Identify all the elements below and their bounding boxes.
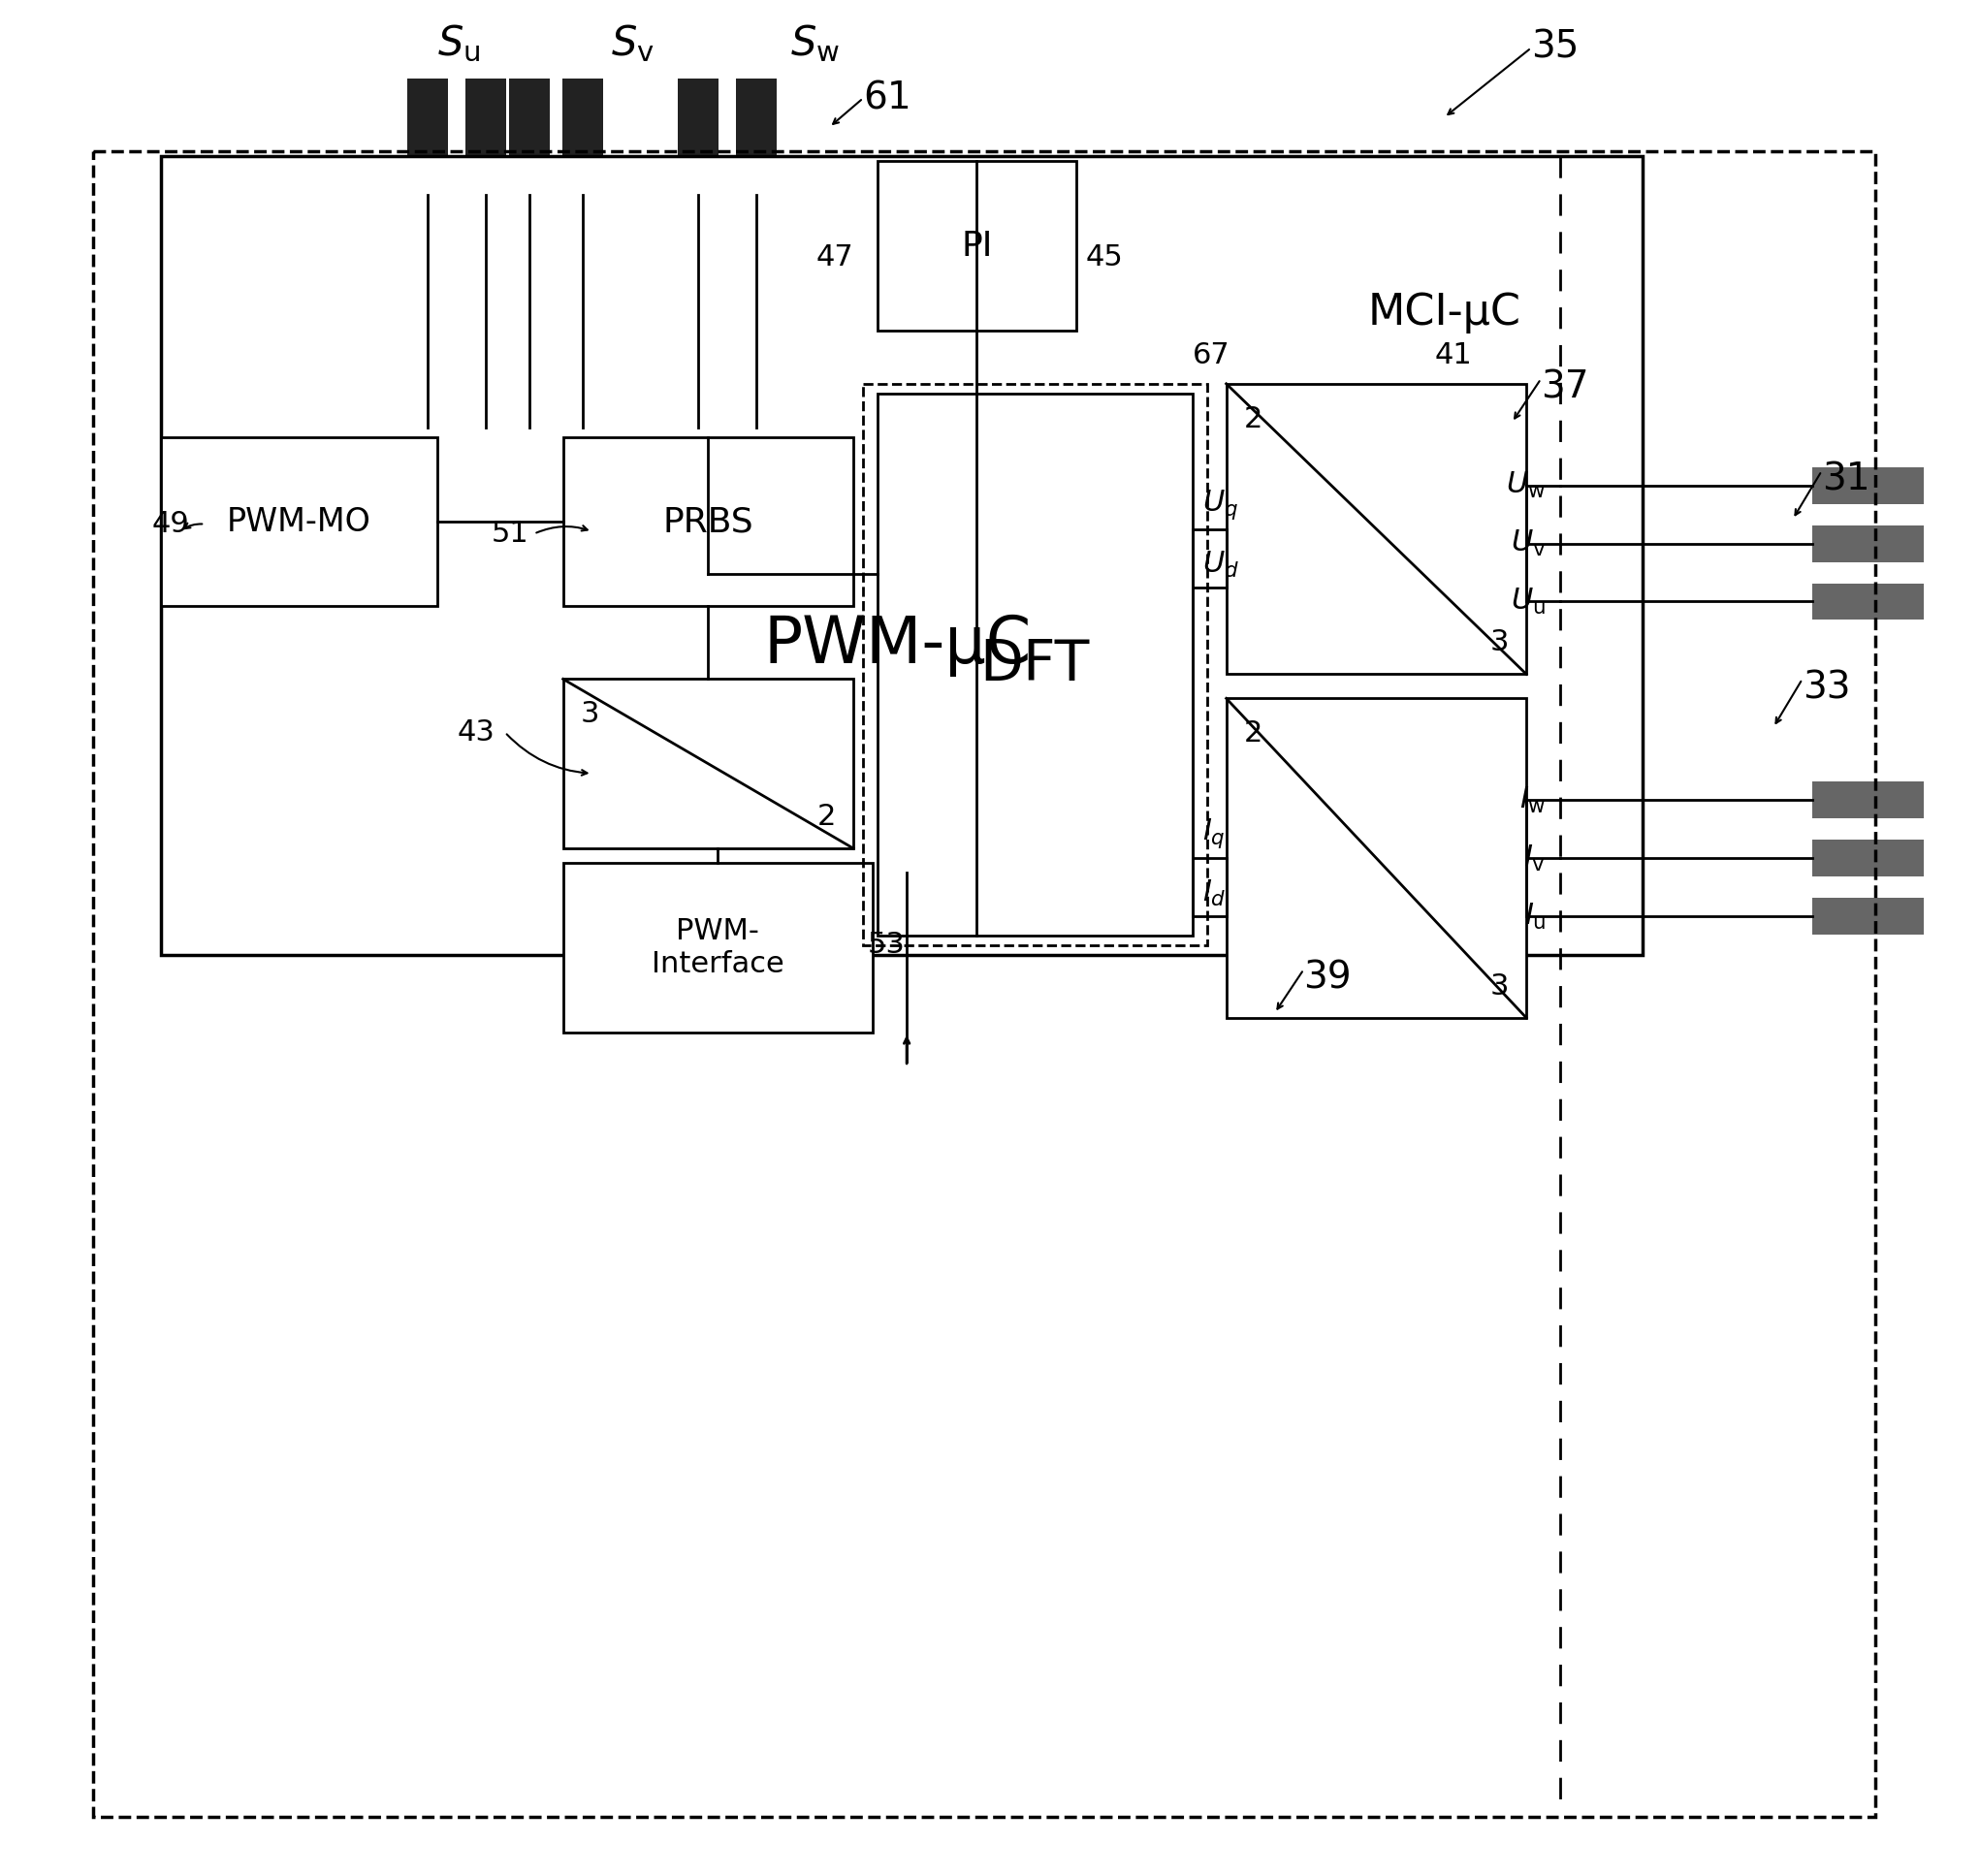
Text: $U_d$: $U_d$	[1202, 550, 1239, 580]
Bar	[562, 679, 853, 848]
Text: $S_\mathrm{w}$: $S_\mathrm{w}$	[790, 23, 840, 64]
Bar	[160, 156, 1643, 955]
Text: $I_d$: $I_d$	[1202, 878, 1226, 908]
Text: $U_\mathrm{v}$: $U_\mathrm{v}$	[1511, 529, 1546, 559]
Bar	[1226, 385, 1527, 673]
Text: 2: 2	[1243, 720, 1263, 749]
Text: $U_q$: $U_q$	[1202, 488, 1238, 522]
Text: $I_\mathrm{u}$: $I_\mathrm{u}$	[1525, 900, 1546, 930]
Text: PRBS: PRBS	[663, 505, 754, 538]
Bar	[562, 79, 602, 195]
Text: PWM-MO: PWM-MO	[228, 507, 372, 538]
Text: 49: 49	[152, 510, 188, 538]
Text: $I_\mathrm{w}$: $I_\mathrm{w}$	[1519, 784, 1546, 814]
Bar	[737, 79, 776, 195]
Text: 33: 33	[1802, 670, 1851, 705]
Bar	[1226, 698, 1527, 1019]
Bar	[877, 394, 1192, 936]
Bar	[408, 79, 447, 195]
Text: 47: 47	[816, 244, 853, 272]
Text: 45: 45	[1085, 244, 1123, 272]
Bar	[1812, 467, 1923, 505]
Text: 39: 39	[1303, 961, 1352, 996]
Text: PI: PI	[960, 229, 992, 263]
Text: 61: 61	[863, 81, 911, 116]
Text: 35: 35	[1531, 28, 1580, 66]
Text: $I_q$: $I_q$	[1202, 816, 1226, 850]
Text: DFT: DFT	[980, 636, 1089, 692]
Text: 2: 2	[818, 803, 836, 831]
Bar	[1812, 899, 1923, 934]
Text: PWM-
Interface: PWM- Interface	[651, 917, 784, 977]
Text: PWM-μC: PWM-μC	[762, 613, 1032, 677]
Text: 3: 3	[580, 700, 600, 728]
Text: MCI-μC: MCI-μC	[1368, 293, 1521, 334]
Text: 51: 51	[491, 520, 529, 548]
Text: $U_\mathrm{w}$: $U_\mathrm{w}$	[1507, 471, 1546, 501]
Text: $I_\mathrm{v}$: $I_\mathrm{v}$	[1523, 842, 1546, 872]
Text: 41: 41	[1434, 341, 1471, 370]
Text: 31: 31	[1822, 461, 1869, 497]
Text: 53: 53	[867, 930, 905, 959]
Bar	[297, 418, 1497, 872]
Text: 3: 3	[1491, 972, 1509, 1000]
Bar	[863, 385, 1208, 946]
Bar	[562, 437, 853, 606]
Text: $S_\mathrm{u}$: $S_\mathrm{u}$	[438, 23, 479, 64]
Bar	[562, 863, 873, 1032]
Text: 37: 37	[1540, 370, 1590, 405]
Bar	[509, 79, 548, 195]
Bar	[1812, 782, 1923, 818]
Bar	[1812, 840, 1923, 876]
Text: 2: 2	[1243, 405, 1263, 433]
Text: 43: 43	[457, 719, 495, 747]
Bar	[160, 437, 438, 606]
Text: $S_\mathrm{v}$: $S_\mathrm{v}$	[612, 23, 655, 64]
Bar	[93, 152, 1875, 1816]
Bar	[679, 79, 719, 195]
Bar	[877, 161, 1077, 330]
Bar	[1812, 583, 1923, 619]
Bar	[465, 79, 505, 195]
Bar	[1812, 525, 1923, 563]
Text: 3: 3	[1491, 628, 1509, 657]
Text: 67: 67	[1192, 341, 1230, 370]
Text: $U_\mathrm{u}$: $U_\mathrm{u}$	[1511, 587, 1546, 617]
